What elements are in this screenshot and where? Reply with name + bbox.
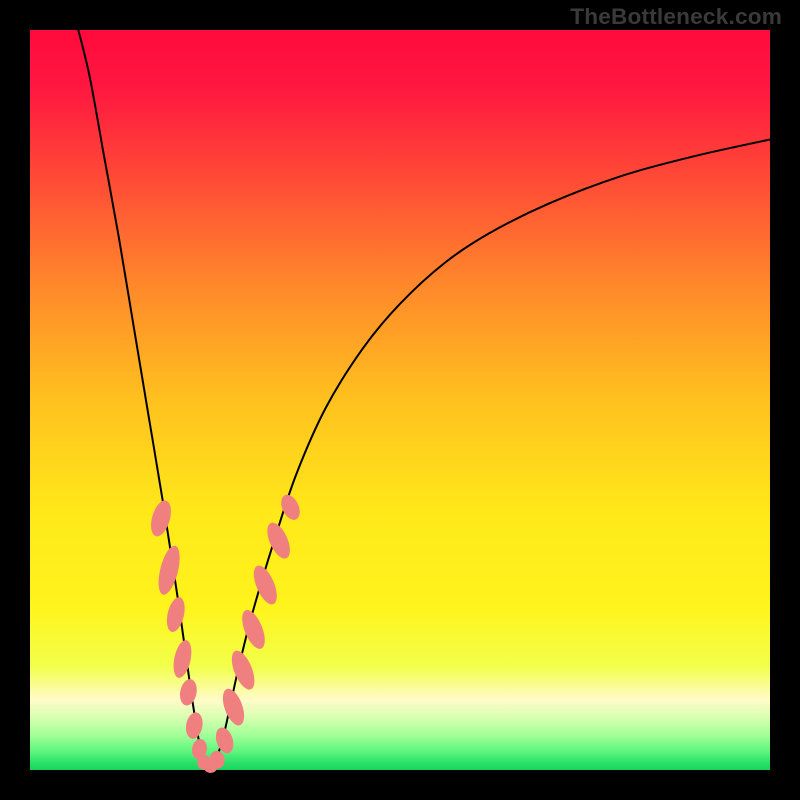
bead-marker (164, 595, 188, 633)
bead-markers (147, 492, 303, 773)
bead-marker (178, 678, 199, 707)
bead-marker (237, 607, 269, 652)
plot-area (30, 30, 770, 770)
bead-marker (170, 638, 194, 679)
bead-marker (154, 544, 183, 597)
watermark-text: TheBottleneck.com (570, 4, 782, 30)
bead-marker (263, 519, 295, 561)
bead-marker (147, 498, 174, 538)
bead-marker (184, 711, 205, 740)
bead-marker (219, 686, 249, 728)
curve-layer (30, 30, 770, 770)
chart-frame: TheBottleneck.com (0, 0, 800, 800)
bead-marker (249, 562, 282, 607)
bead-marker (227, 648, 259, 693)
